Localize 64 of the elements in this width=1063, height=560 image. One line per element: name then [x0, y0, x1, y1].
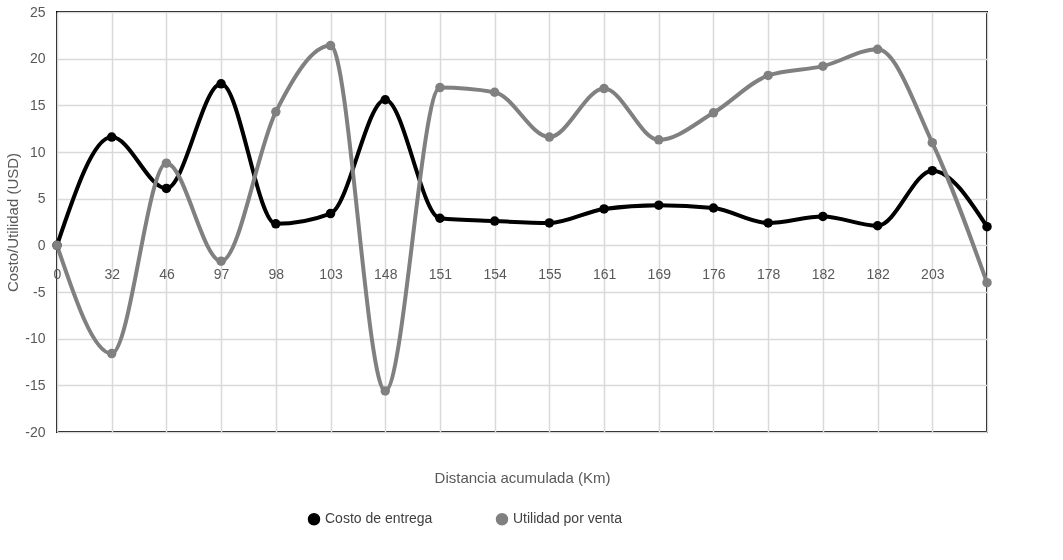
- x-tick-label: 155: [538, 265, 562, 282]
- point: [271, 219, 281, 229]
- x-axis-title: Distancia acumulada (Km): [434, 468, 611, 486]
- point: [216, 256, 226, 266]
- point: [216, 79, 226, 89]
- point: [380, 95, 390, 105]
- y-tick-label: 5: [37, 190, 46, 207]
- point: [654, 135, 664, 145]
- point: [380, 386, 390, 396]
- y-tick-label: 10: [29, 143, 46, 160]
- x-tick-label: 203: [921, 265, 945, 282]
- x-tick-label: 178: [757, 265, 781, 282]
- point: [818, 61, 828, 71]
- point: [489, 216, 500, 226]
- x-tick-label: 103: [319, 265, 343, 282]
- y-tick-label: 0: [37, 236, 46, 253]
- y-tick-label: -10: [25, 330, 46, 347]
- point: [708, 108, 719, 118]
- point: [982, 221, 992, 232]
- y-tick-label: 15: [29, 96, 46, 113]
- y-tick-label: 25: [29, 3, 46, 20]
- point: [325, 40, 336, 51]
- x-tick-label: 161: [592, 265, 617, 282]
- y-tick-label: -5: [33, 283, 46, 300]
- y-tick-label: 20: [29, 50, 46, 67]
- x-tick-label: 46: [159, 265, 175, 282]
- point: [599, 83, 609, 94]
- point: [872, 221, 883, 231]
- x-tick-label: 98: [268, 265, 285, 282]
- y-tick-label: -15: [25, 376, 46, 393]
- y-tick-label: -20: [25, 423, 46, 440]
- point: [982, 277, 992, 288]
- point: [599, 204, 609, 214]
- x-tick-label: 148: [374, 265, 398, 282]
- legend-label: Costo de entrega: [325, 510, 433, 527]
- y-axis-title: Costo/Utilidad (USD): [4, 152, 22, 293]
- point: [325, 208, 336, 219]
- legend-label: Utilidad por venta: [513, 510, 623, 527]
- point: [763, 218, 773, 228]
- x-tick-label: 97: [213, 265, 230, 282]
- x-tick-label: 154: [483, 265, 508, 282]
- point: [271, 107, 281, 117]
- point: [106, 348, 117, 359]
- x-tick-label: 182: [866, 265, 890, 282]
- point: [872, 44, 883, 55]
- point: [435, 213, 445, 223]
- point: [654, 200, 664, 210]
- x-tick-label: 32: [104, 265, 121, 282]
- point: [435, 82, 445, 93]
- x-tick-label: 176: [702, 265, 726, 282]
- point: [544, 218, 555, 228]
- point: [489, 87, 500, 97]
- point: [818, 211, 828, 222]
- x-tick-label: 169: [647, 265, 672, 282]
- point: [927, 137, 938, 148]
- point: [763, 70, 773, 81]
- point: [708, 203, 719, 213]
- x-tick-label: 151: [428, 265, 453, 282]
- point: [106, 132, 117, 142]
- x-tick-label: 182: [811, 265, 836, 282]
- point: [161, 183, 172, 194]
- point: [927, 165, 938, 176]
- point: [161, 158, 172, 168]
- point: [544, 132, 555, 142]
